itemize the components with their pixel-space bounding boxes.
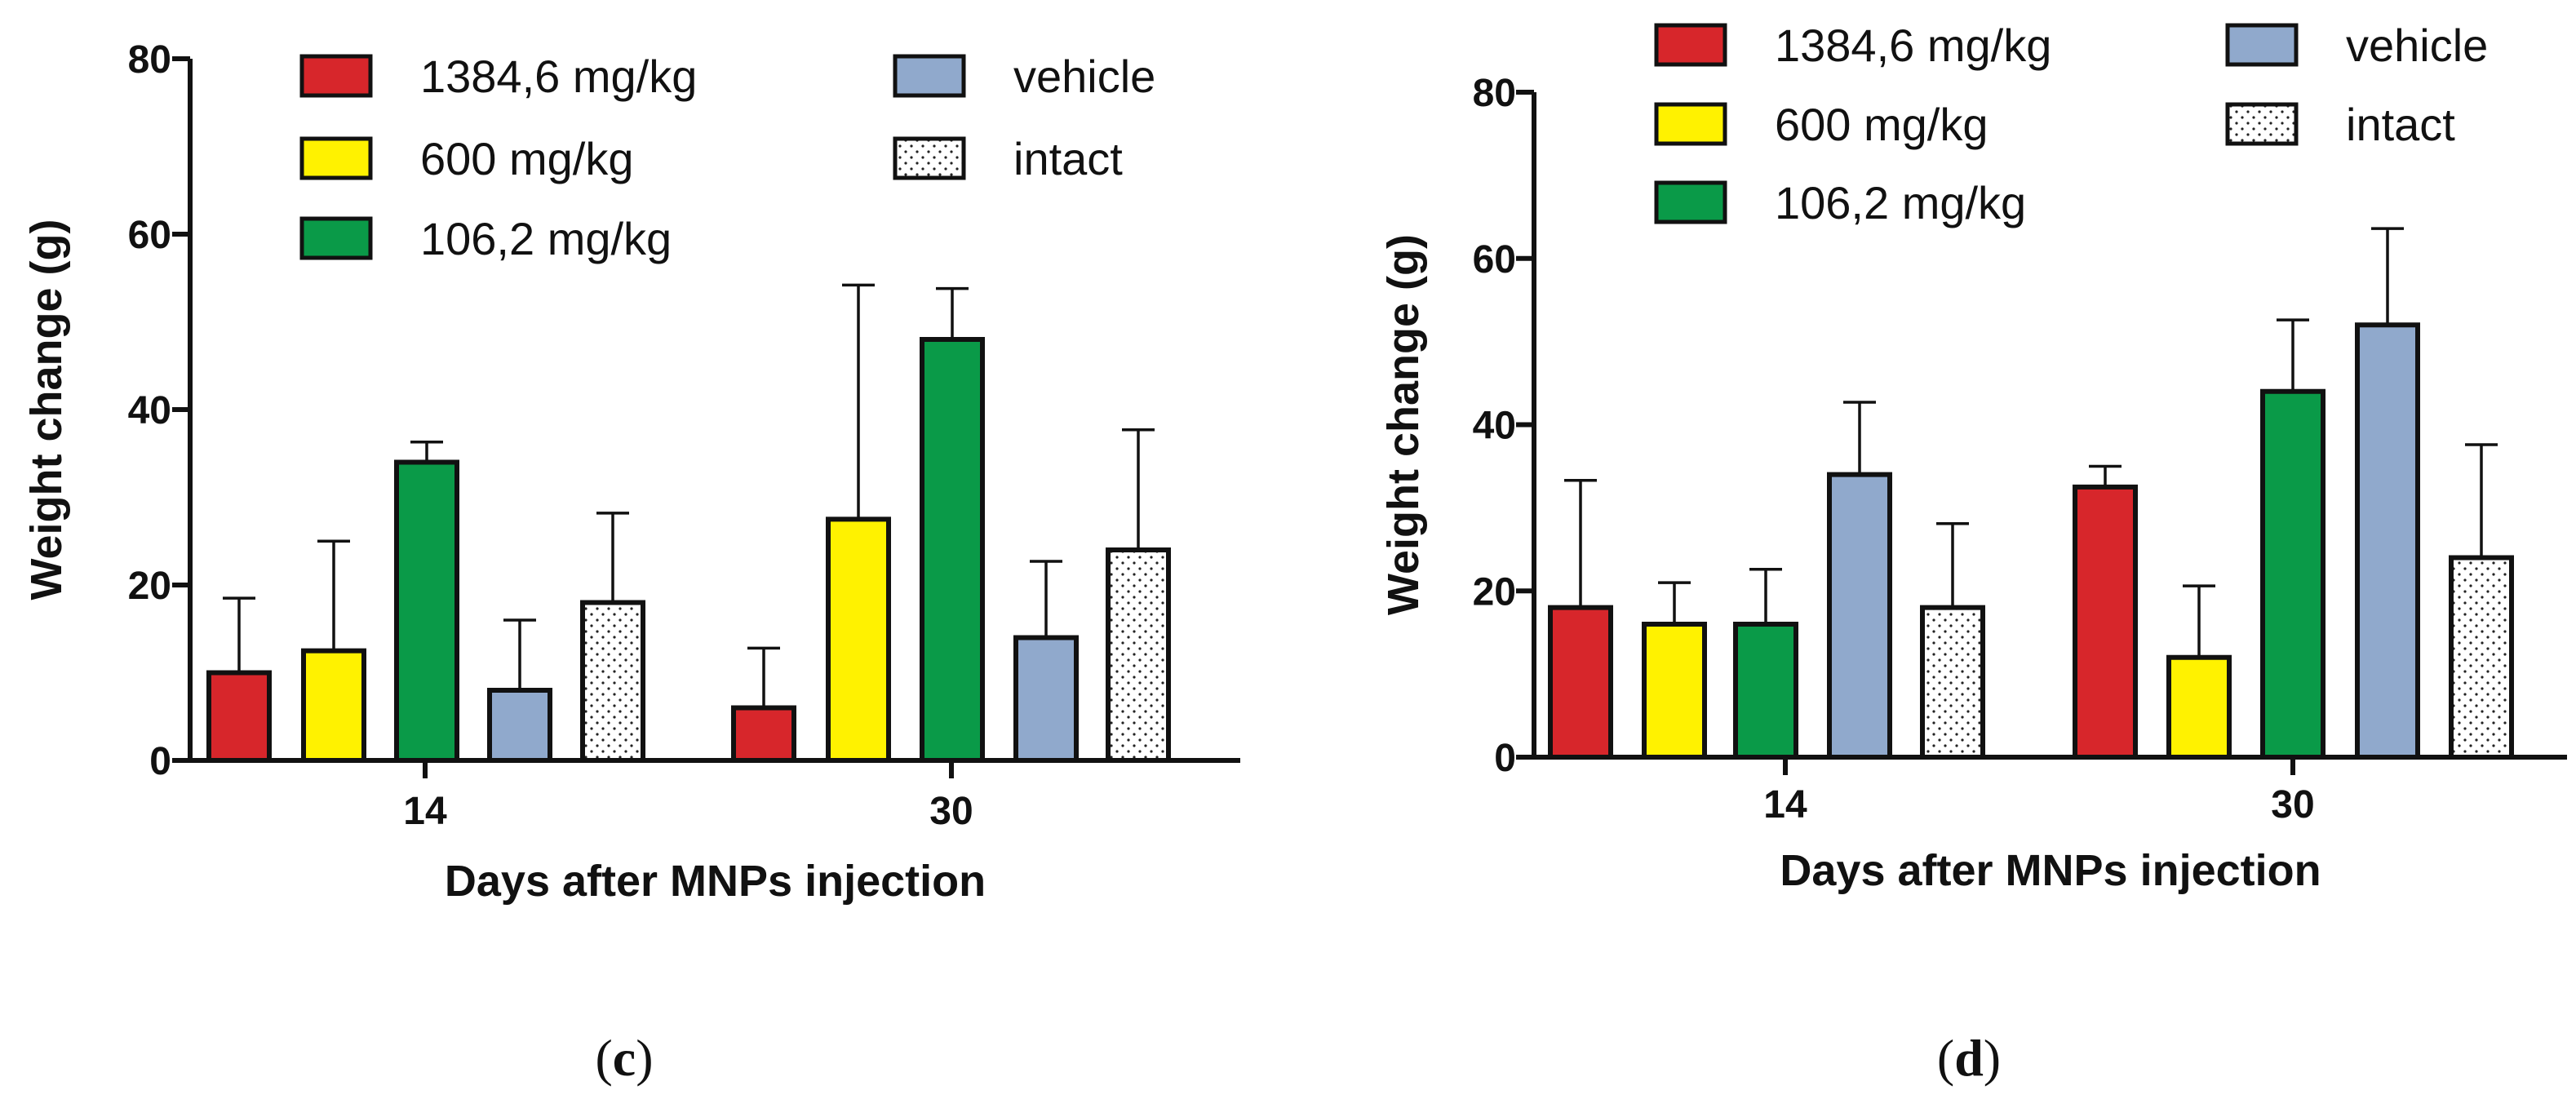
- y-tick-label: 0: [1494, 737, 1516, 780]
- bar: [2260, 388, 2325, 760]
- y-tick-label: 80: [128, 38, 171, 82]
- chart-panel-d: 0 20 40 60 80 14 30 Days after MNPs injection We…: [1379, 20, 2567, 895]
- y-tick-label: 20: [1473, 570, 1516, 614]
- x-tick-label: 30: [929, 790, 973, 833]
- y-tick-label: 80: [1473, 72, 1516, 115]
- bar: [206, 670, 272, 763]
- legend-swatch: [1654, 180, 1727, 224]
- bar: [1920, 605, 1985, 760]
- x-axis-title: Days after MNPs injection: [445, 857, 986, 906]
- bar: [920, 337, 985, 763]
- bar: [580, 600, 645, 763]
- legend-label: intact: [2346, 99, 2455, 150]
- legend-swatch: [2225, 102, 2299, 146]
- bar: [1827, 472, 1892, 760]
- bar: [1106, 547, 1171, 763]
- legend-swatch: [2225, 23, 2299, 67]
- legend-label: 106,2 mg/kg: [420, 213, 672, 264]
- legend-label: 1384,6 mg/kg: [1775, 20, 2051, 71]
- legend-swatch: [299, 54, 373, 98]
- legend-swatch: [1654, 23, 1727, 67]
- bar: [2449, 555, 2514, 760]
- chart-panel-c: 0 20 40 60 80 14 30 Days after MNPs injection We…: [22, 38, 1240, 906]
- x-axis-title: Days after MNPs injection: [1780, 846, 2321, 895]
- y-tick-label: 40: [128, 389, 171, 432]
- legend-swatch: [893, 136, 966, 180]
- legend-label: 600 mg/kg: [1775, 99, 1989, 150]
- y-tick-label: 0: [149, 740, 171, 783]
- legend-swatch: [1654, 102, 1727, 146]
- legend-label: intact: [1013, 133, 1123, 184]
- legend-swatch: [299, 216, 373, 260]
- y-tick-label: 60: [1473, 238, 1516, 281]
- bar: [2166, 654, 2232, 760]
- legend-label: 106,2 mg/kg: [1775, 177, 2026, 228]
- y-tick-label: 20: [128, 565, 171, 608]
- panel-label-d: (d): [1937, 1029, 2001, 1087]
- x-tick-label: 14: [403, 790, 447, 833]
- bar: [2355, 322, 2420, 760]
- y-tick-label: 60: [128, 214, 171, 257]
- bar: [826, 516, 891, 763]
- bar: [301, 648, 366, 763]
- bar: [394, 459, 459, 763]
- bar: [2073, 484, 2138, 760]
- bar: [1642, 622, 1707, 760]
- panel-label-c: (c): [595, 1029, 653, 1087]
- bar: [1548, 605, 1613, 760]
- y-axis-title: Weight change (g): [22, 219, 71, 601]
- x-tick-label: 30: [2271, 783, 2314, 827]
- legend-swatch: [893, 54, 966, 98]
- legend-label: vehicle: [2346, 20, 2488, 71]
- bar: [1733, 622, 1798, 760]
- legend-label: 1384,6 mg/kg: [420, 51, 697, 102]
- legend-label: 600 mg/kg: [420, 133, 634, 184]
- bar: [1013, 635, 1079, 763]
- bar: [487, 688, 552, 763]
- bar: [731, 705, 796, 763]
- legend-swatch: [299, 136, 373, 180]
- legend-label: vehicle: [1013, 51, 1155, 102]
- y-tick-label: 40: [1473, 405, 1516, 448]
- x-tick-label: 14: [1763, 783, 1807, 827]
- y-axis-title: Weight change (g): [1379, 234, 1428, 615]
